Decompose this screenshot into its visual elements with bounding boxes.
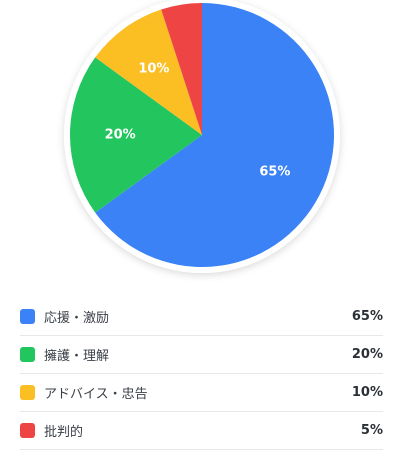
legend-value: 20% (351, 347, 383, 362)
legend-item-1: 応援・激励 65% (20, 298, 383, 336)
legend-swatch (20, 385, 35, 400)
pie-slice-3[interactable] (95, 9, 202, 136)
legend-label: アドバイス・忠告 (44, 387, 148, 402)
pie-slice-4[interactable] (161, 2, 202, 135)
pie-chart: 65% 20% 10% (64, 0, 340, 273)
legend: 応援・激励 65% 擁護・理解 20% アドバイス・忠告 10% 批判的 5% (20, 298, 383, 450)
pie-slice-label-1: 65% (259, 165, 290, 180)
legend-item-2: 擁護・理解 20% (20, 336, 383, 374)
legend-value: 5% (360, 423, 383, 438)
legend-item-3: アドバイス・忠告 10% (20, 374, 383, 412)
legend-item-4: 批判的 5% (20, 412, 383, 450)
legend-label: 擁護・理解 (44, 349, 110, 364)
pie-chart-svg: 65% 20% 10% (64, 0, 340, 273)
pie-slice-label-2: 20% (105, 128, 136, 143)
legend-swatch (20, 309, 35, 324)
legend-swatch (20, 347, 35, 362)
legend-label: 批判的 (44, 425, 84, 440)
legend-label: 応援・激励 (44, 311, 110, 326)
pie-slice-2[interactable] (69, 57, 203, 213)
legend-swatch (20, 423, 35, 438)
pie-slices (69, 2, 334, 267)
pie-slice-labels: 65% 20% 10% (105, 61, 291, 179)
legend-value: 10% (351, 385, 383, 400)
legend-value: 65% (351, 309, 383, 324)
pie-slice-1[interactable] (95, 3, 334, 267)
pie-slice-label-3: 10% (138, 61, 169, 76)
